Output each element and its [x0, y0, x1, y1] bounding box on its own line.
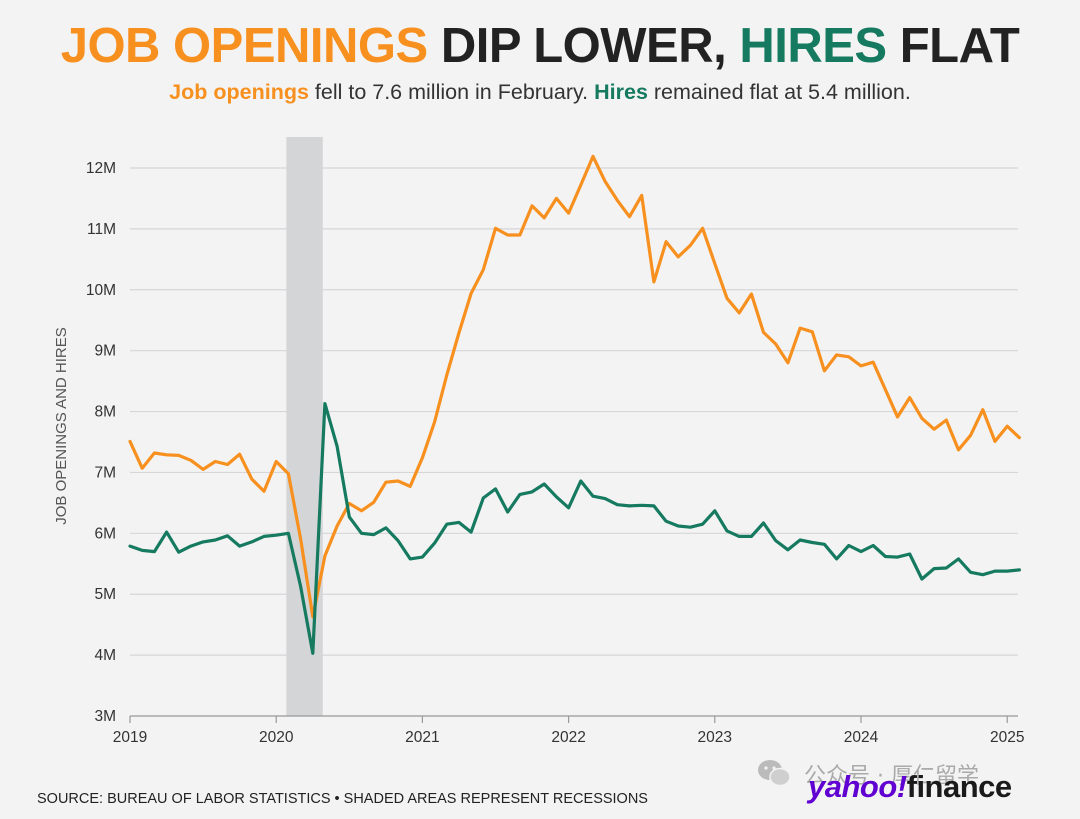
recession-band — [286, 137, 323, 716]
watermark: 公众号 · 厚仁留学 — [762, 758, 979, 790]
title-flat: FLAT — [899, 19, 1020, 73]
chart-subtitle: Job openings fell to 7.6 million in Febr… — [0, 80, 1080, 105]
y-tick-label: 5M — [94, 586, 116, 603]
series-lines — [128, 154, 1022, 655]
brand-yahoo: yahoo! — [808, 769, 907, 804]
subtitle-hires: Hires — [594, 80, 648, 104]
x-tick-label: 2022 — [551, 729, 585, 746]
title-job-openings: JOB OPENINGS — [60, 19, 429, 73]
y-tick-label: 4M — [94, 647, 116, 664]
yahoo-finance-logo: yahoo!finance — [808, 769, 1012, 805]
subtitle-text-2: remained flat at 5.4 million. — [647, 80, 911, 104]
y-tick-label: 9M — [94, 343, 116, 360]
y-tick-label: 11M — [87, 221, 116, 238]
title-hires: HIRES — [739, 19, 887, 73]
title-dip-lower: DIP LOWER, — [440, 19, 727, 73]
x-tick-label: 2024 — [844, 729, 879, 746]
y-tick-label: 10M — [86, 282, 116, 299]
y-tick-label: 6M — [94, 525, 116, 542]
y-tick-label: 12M — [86, 160, 116, 177]
y-tick-label: 8M — [94, 404, 116, 421]
gridlines — [130, 167, 1018, 656]
x-tick-label: 2021 — [405, 729, 439, 746]
subtitle-text-1: fell to 7.6 million in February. — [308, 80, 595, 104]
chart-title: JOB OPENINGS DIP LOWER, HIRES FLAT — [0, 18, 1080, 74]
x-tick-label: 2019 — [113, 729, 147, 746]
y-axis-label: JOB OPENINGS AND HIRES — [53, 327, 70, 525]
x-tick-label: 2020 — [259, 729, 294, 746]
x-tick-label: 2025 — [990, 729, 1024, 746]
axes: 3M 4M 5M 6M 7M 8M 9M 10M 11M 12M 2019 2020 2021 2022 2… — [86, 160, 1025, 746]
wechat-icon — [758, 760, 791, 787]
recession-shading — [286, 137, 323, 716]
y-tick-label: 3M — [94, 708, 116, 725]
x-tick-label: 2023 — [698, 729, 732, 746]
subtitle-job-openings: Job openings — [169, 80, 309, 104]
source-note: SOURCE: BUREAU OF LABOR STATISTICS • SHA… — [37, 791, 648, 807]
series-line-job-openings — [128, 154, 1022, 619]
watermark-text: 公众号 · 厚仁留学 — [804, 764, 979, 789]
y-tick-label: 7M — [94, 464, 116, 481]
series-line-hires — [128, 402, 1022, 655]
brand-finance: finance — [906, 769, 1013, 804]
